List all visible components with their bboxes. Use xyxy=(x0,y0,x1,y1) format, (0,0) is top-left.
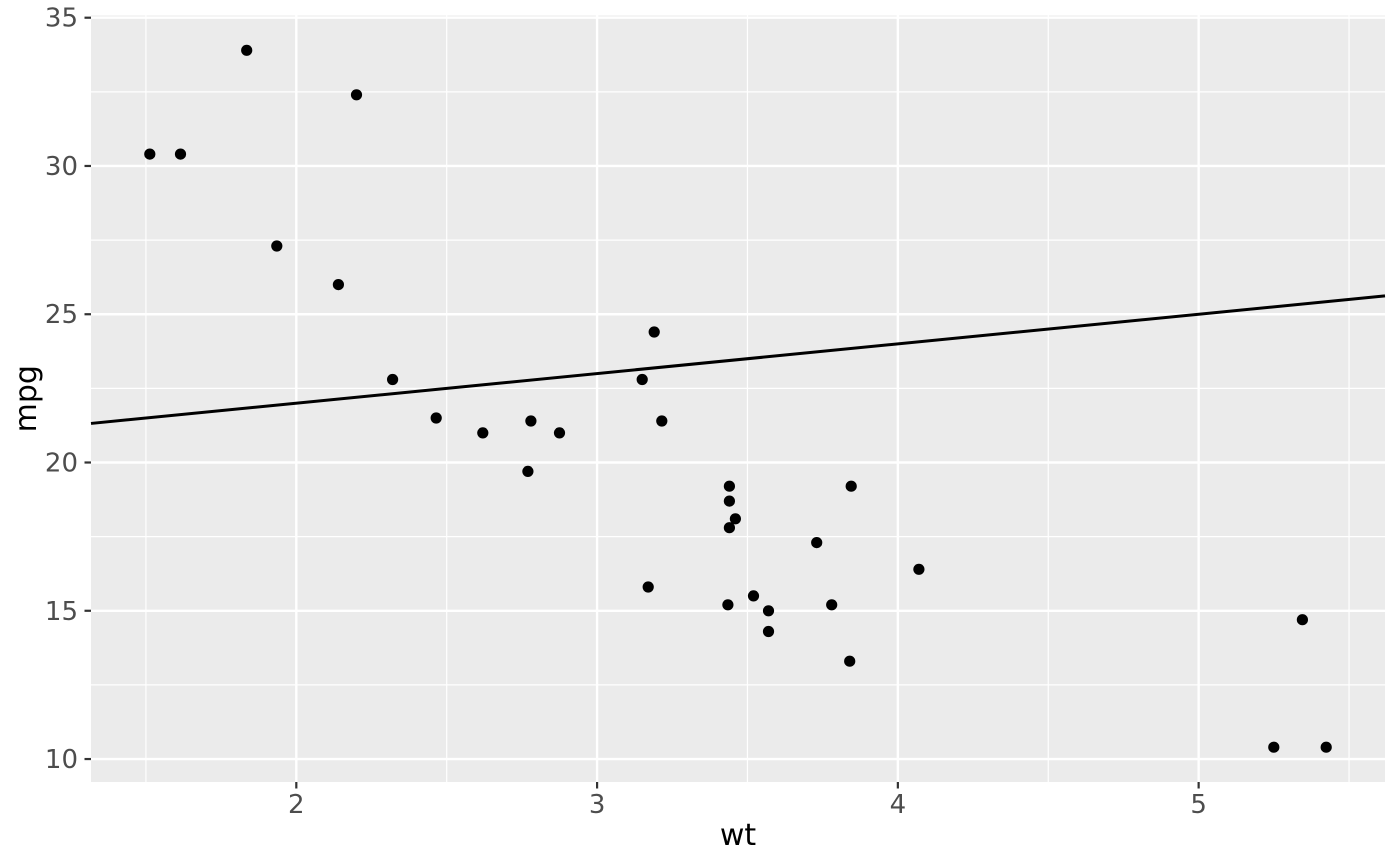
data-point xyxy=(477,427,489,439)
panel-background-layer xyxy=(91,15,1385,782)
data-point xyxy=(656,415,668,427)
data-point xyxy=(430,412,442,424)
data-point xyxy=(729,513,742,525)
trend-line xyxy=(90,294,1386,425)
data-point xyxy=(913,563,925,575)
x-tick-label-4: 4 xyxy=(890,790,907,820)
x-tick-label-5: 5 xyxy=(1190,790,1207,820)
data-point xyxy=(722,599,734,611)
y-axis-title: mpg xyxy=(9,365,44,432)
data-point xyxy=(844,655,856,667)
data-point xyxy=(350,89,363,101)
data-point xyxy=(332,279,344,291)
x-axis-title: wt xyxy=(720,818,757,853)
y-tick-label-25: 25 xyxy=(45,300,78,330)
data-point xyxy=(553,427,566,439)
data-point xyxy=(1296,614,1308,626)
data-point xyxy=(762,625,775,638)
panel-background xyxy=(91,15,1385,782)
y-tick-label-10: 10 xyxy=(45,745,78,775)
data-point xyxy=(522,465,534,477)
y-tick-label-35: 35 xyxy=(45,4,78,34)
data-point xyxy=(811,537,823,549)
data-point xyxy=(845,480,857,492)
data-point xyxy=(747,590,760,602)
data-point xyxy=(648,326,660,338)
data-point xyxy=(144,148,156,160)
data-point xyxy=(762,605,775,617)
data-point xyxy=(826,599,838,611)
data-points-layer xyxy=(144,44,1332,753)
y-tick-label-20: 20 xyxy=(45,449,78,479)
y-tick-label-15: 15 xyxy=(45,597,78,627)
data-point xyxy=(241,44,253,56)
x-tick-label-3: 3 xyxy=(589,790,606,820)
major-gridlines-layer xyxy=(91,15,1385,782)
data-point xyxy=(636,373,648,386)
data-point xyxy=(525,415,537,427)
x-tick-label-2: 2 xyxy=(288,790,305,820)
data-point xyxy=(1320,741,1332,753)
data-point xyxy=(723,522,736,534)
trend-line-layer xyxy=(90,294,1386,425)
data-point xyxy=(723,480,736,492)
data-point xyxy=(174,148,187,160)
data-point xyxy=(642,581,654,593)
data-point xyxy=(271,240,283,252)
data-point xyxy=(387,373,399,386)
axis-tick-marks-layer xyxy=(84,16,1200,789)
tick-labels-layer: 2 3 4 5 10 15 20 25 30 35 xyxy=(45,4,1207,820)
y-tick-label-30: 30 xyxy=(45,152,78,182)
data-point xyxy=(1268,741,1280,753)
data-point xyxy=(723,495,736,507)
minor-gridlines-layer xyxy=(91,15,1385,782)
